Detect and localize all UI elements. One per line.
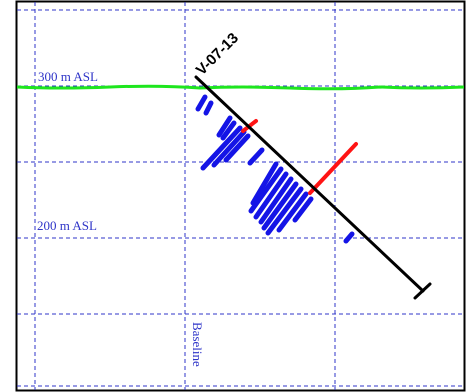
intercept-bar <box>292 196 314 223</box>
intercept-bar <box>203 100 214 116</box>
topography-line <box>16 84 465 91</box>
intercept-bar <box>258 176 294 225</box>
intercept-bar <box>216 115 233 138</box>
intercept-bar <box>343 231 355 244</box>
drillhole-end-marker <box>413 282 432 300</box>
intercept-bar <box>261 181 299 231</box>
intercept-bar <box>200 125 243 171</box>
drillhole-trace <box>194 75 432 300</box>
intercept-bar <box>308 142 358 195</box>
intercept-bar <box>248 166 284 214</box>
elevation-label-200: 200 m ASL <box>37 218 97 233</box>
intercepts-blue <box>195 94 355 244</box>
intercept-bar <box>223 133 251 163</box>
intercept-bar <box>211 129 247 168</box>
intercept-bar <box>250 161 279 206</box>
intercept-bar <box>276 191 309 233</box>
section-frame <box>15 0 466 392</box>
intercept-bar <box>265 186 304 236</box>
baseline-label: Baseline <box>190 322 205 367</box>
intercept-bar <box>220 120 237 141</box>
drillhole-line <box>194 75 425 293</box>
intercept-bar <box>247 147 265 166</box>
intercept-bar <box>195 94 208 112</box>
elevation-label-300: 300 m ASL <box>38 69 98 84</box>
intercept-bar <box>253 171 289 220</box>
